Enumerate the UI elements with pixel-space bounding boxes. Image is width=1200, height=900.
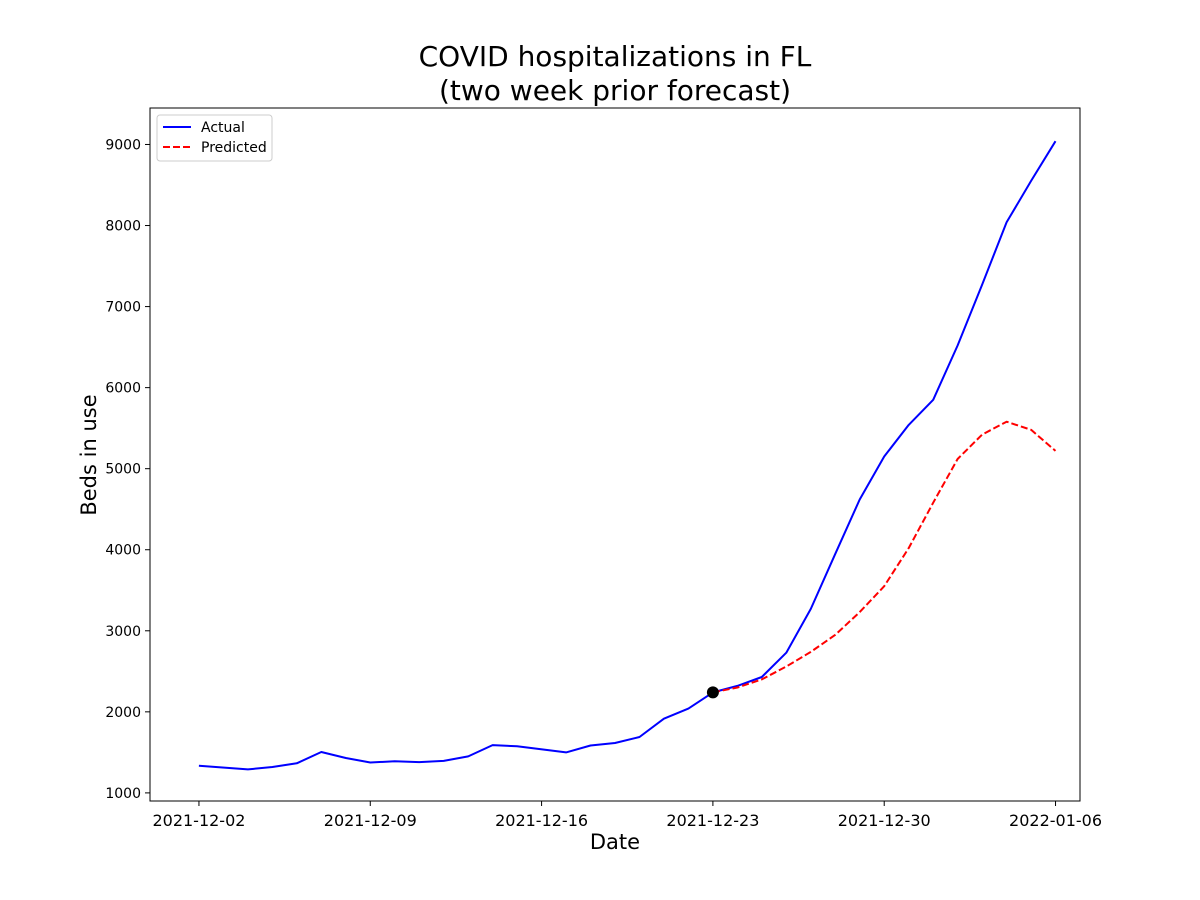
series-layer (198, 140, 1057, 771)
y-tick-label: 4000 (105, 543, 141, 559)
y-tick-label: 3000 (105, 624, 141, 640)
legend-label-predicted: Predicted (201, 140, 267, 156)
y-tick-label: 2000 (105, 705, 141, 721)
y-tick-label: 7000 (105, 300, 141, 316)
y-tick-label: 8000 (105, 219, 141, 235)
series-line-predicted (712, 420, 1057, 694)
x-tick-label: 2021-12-23 (666, 811, 759, 830)
legend-label-actual: Actual (201, 120, 245, 136)
x-axis-ticks: 2021-12-02 2021-12-09 2021-12-16 2021-12-23… (152, 801, 1102, 830)
y-tick-label: 1000 (105, 786, 141, 802)
series-line-actual (198, 140, 1057, 771)
y-axis-label: Beds in use (77, 394, 101, 515)
y-tick-label: 5000 (105, 462, 141, 478)
legend: Actual Predicted (156, 114, 273, 162)
x-axis-label: Date (590, 830, 640, 854)
x-tick-label: 2022-01-06 (1009, 811, 1102, 830)
x-tick-label: 2021-12-16 (495, 811, 588, 830)
x-tick-label: 2021-12-02 (152, 811, 245, 830)
y-tick-label: 9000 (105, 137, 141, 153)
forecast-start-marker (706, 686, 719, 699)
y-tick-label: 6000 (105, 381, 141, 397)
plot-frame (149, 107, 1081, 802)
chart-title-line2: (two week prior forecast) (439, 74, 791, 107)
chart-title-line1: COVID hospitalizations in FL (419, 40, 812, 73)
x-tick-label: 2021-12-30 (838, 811, 931, 830)
y-axis-ticks: 1000 2000 3000 4000 5000 6000 7000 8000 9000 (105, 137, 150, 802)
x-tick-label: 2021-12-09 (324, 811, 417, 830)
